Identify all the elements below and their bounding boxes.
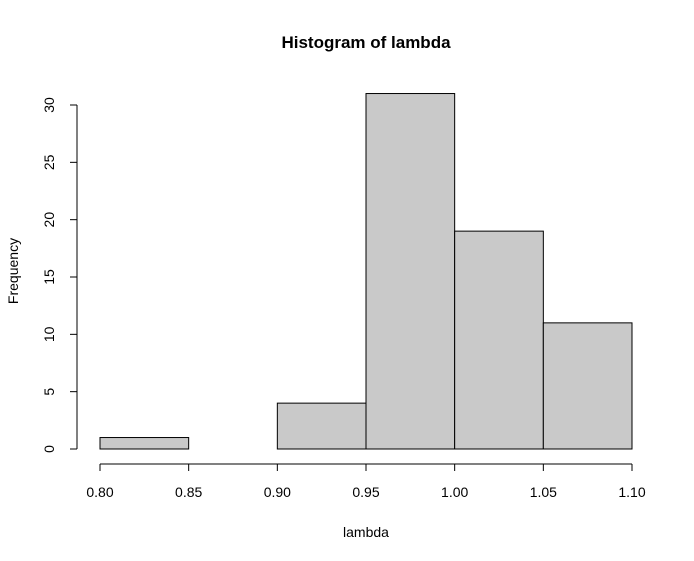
x-axis-label: lambda: [343, 524, 389, 540]
y-tick-label: 30: [41, 97, 57, 113]
bars-group: [99, 93, 633, 450]
y-tick-label: 0: [41, 445, 57, 453]
histogram-bar-5: [542, 322, 633, 450]
y-tick-label: 15: [41, 269, 57, 285]
y-axis-label: Frequency: [5, 238, 21, 304]
x-tick-label: 1.05: [530, 484, 557, 500]
x-tick-label: 0.85: [175, 484, 202, 500]
x-tick-label: 0.90: [264, 484, 291, 500]
y-tick-label: 20: [41, 212, 57, 228]
y-tick-label: 5: [41, 388, 57, 396]
y-tick-label: 10: [41, 326, 57, 342]
y-axis: 0 5 10 15 20 25 30: [41, 97, 78, 453]
histogram-bar-4: [454, 230, 544, 450]
x-tick-label: 1.10: [618, 484, 645, 500]
chart-title: Histogram of lambda: [281, 33, 451, 52]
y-tick-label: 25: [41, 154, 57, 170]
histogram-bar-0: [99, 437, 190, 450]
histogram-bar-3: [365, 93, 456, 450]
x-tick-label: 0.80: [86, 484, 113, 500]
x-tick-label: 0.95: [352, 484, 379, 500]
x-tick-label: 1.00: [441, 484, 468, 500]
x-axis: 0.80 0.85 0.90 0.95 1.00 1.05 1.10: [86, 463, 646, 500]
histogram-bar-2: [276, 402, 367, 450]
